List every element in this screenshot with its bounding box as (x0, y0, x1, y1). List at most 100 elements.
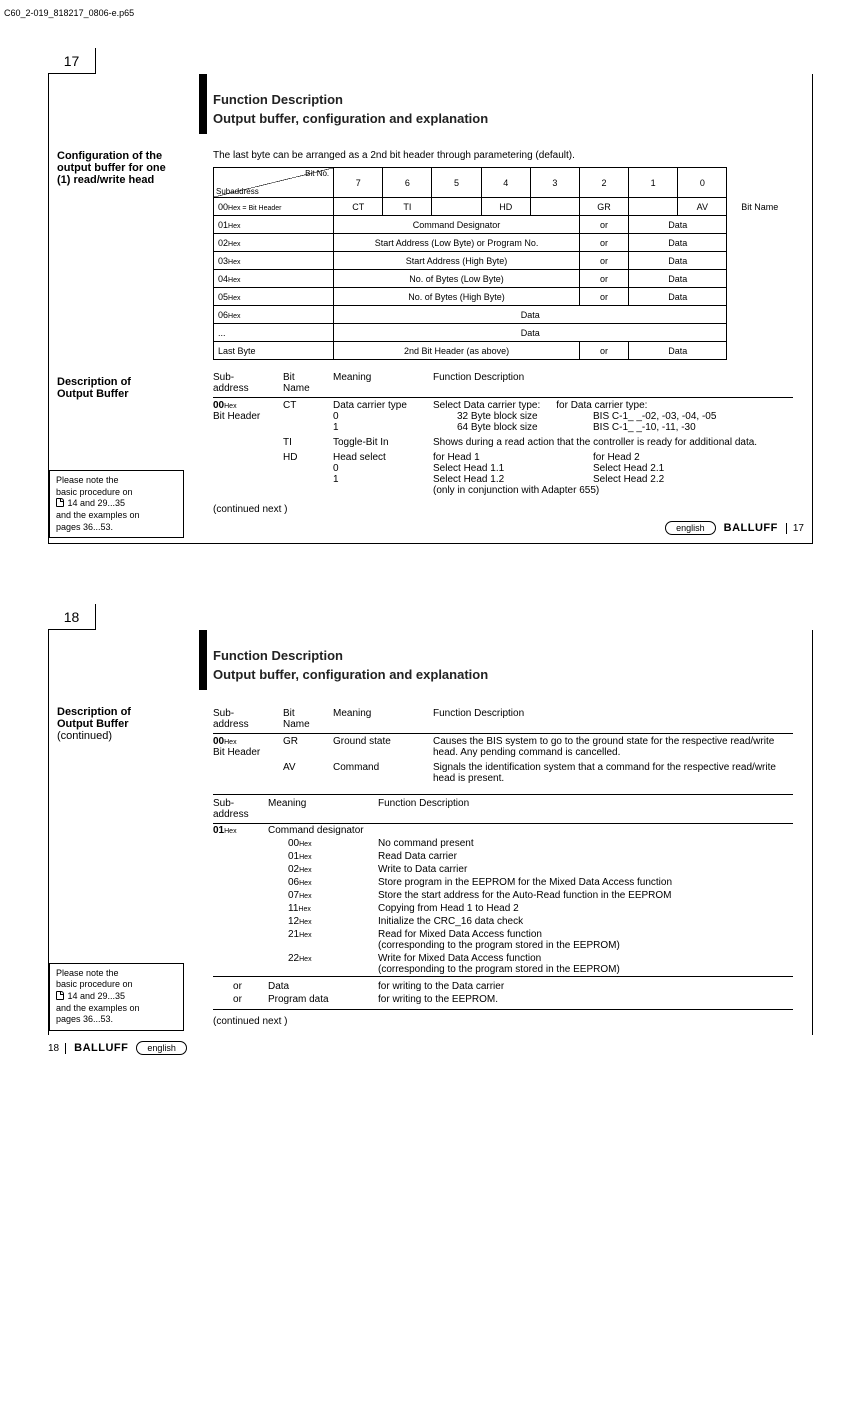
code: 12 (288, 916, 299, 927)
note-line: basic procedure on (56, 979, 133, 989)
hex: Hex (228, 277, 240, 284)
data: Data (629, 216, 727, 234)
cmd-22: 22HexWrite for Mixed Data Access functio… (213, 952, 793, 977)
span: No. of Bytes (High Byte) (334, 288, 580, 306)
desc-row-ct: 00HexBit Header CT Data carrier type01 S… (213, 398, 793, 436)
hdr: Sub-address BitName Meaning Function Des… (213, 706, 793, 734)
data: Data (629, 342, 727, 360)
code: 00 (288, 838, 299, 849)
mean: 0 (333, 463, 339, 474)
data: Data (629, 252, 727, 270)
span: Start Address (High Byte) (334, 252, 580, 270)
config-table: Bit No. Subaddress 7 6 5 4 3 2 1 0 00Hex… (213, 167, 793, 360)
txt: Read Data carrier (378, 850, 793, 863)
txt: Write for Mixed Data Access function (378, 953, 541, 964)
bitno-label: Bit No. (305, 169, 329, 178)
section-bar (199, 630, 207, 690)
config-intro: The last byte can be arranged as a 2nd b… (199, 150, 812, 167)
h: address (213, 383, 249, 394)
hex: Hex (228, 313, 240, 320)
cell: GR (579, 198, 628, 216)
addr: Last Byte (214, 342, 334, 360)
txt: Store the start address for the Auto-Rea… (378, 889, 793, 902)
hdr2: Sub-address Meaning Function Description (213, 795, 793, 824)
col-1: 1 (629, 168, 678, 198)
continued-17: (continued next ) (213, 504, 812, 515)
or: or (213, 977, 268, 994)
code: 01 (288, 851, 299, 862)
fd: Select Head 1.2 (433, 474, 593, 485)
cell: TI (383, 198, 432, 216)
note-line: 14 and 29...35 (65, 991, 125, 1001)
hex: Hex (224, 739, 236, 746)
hex: Hex (228, 295, 240, 302)
col-5: 5 (432, 168, 481, 198)
desc-row-ti: TI Toggle-Bit In Shows during a read act… (213, 435, 793, 450)
config-label-3: (1) read/write head (57, 174, 154, 186)
fd: Causes the BIS system to go to the groun… (433, 734, 793, 761)
desc-row-hd: HD Head select01 for Head 1for Head 2 Se… (213, 450, 793, 498)
addr: 00 (213, 736, 224, 747)
desc-label-2: Output Buffer (57, 388, 128, 400)
code: 02 (288, 864, 299, 875)
cmd-06: 06HexStore program in the EEPROM for the… (213, 876, 793, 889)
brand: BALLUFF (74, 1042, 128, 1054)
cfg-row-01: 01Hex Command Designator or Data (214, 216, 793, 234)
lbl: Data (268, 977, 378, 994)
code: 22 (288, 953, 299, 964)
section-title: Function Description (199, 630, 812, 667)
cmd-12: 12HexInitialize the CRC_16 data check (213, 915, 793, 928)
note-line: and the examples on (56, 510, 140, 520)
col-2: 2 (579, 168, 628, 198)
code: 11 (288, 903, 298, 914)
note-line: and the examples on (56, 1003, 140, 1013)
row-gr: 00HexBit Header GR Ground state Causes t… (213, 734, 793, 761)
fd: Select Head 1.1 (433, 463, 593, 474)
hex: Hex (224, 403, 236, 410)
data: Data (629, 270, 727, 288)
or: or (579, 216, 628, 234)
txt: (corresponding to the program stored in … (378, 964, 620, 975)
lang-pill: english (665, 521, 716, 535)
fd: Select Head 2.1 (593, 463, 664, 474)
cell (629, 198, 678, 216)
addr: 04 (218, 274, 228, 284)
h: Function Description (378, 795, 793, 824)
bit: GR (283, 734, 333, 761)
l: (continued) (57, 730, 112, 742)
desc-table-17: Sub-address BitName Meaning Function Des… (213, 370, 793, 498)
txt: for writing to the EEPROM. (378, 993, 793, 1010)
addr: 03 (218, 256, 228, 266)
fd: Select Head 2.2 (593, 474, 664, 485)
code: 06 (288, 877, 299, 888)
desc-label-18: Description of Output Buffer (continued) (49, 706, 189, 742)
txt: for writing to the Data carrier (378, 977, 793, 994)
doc-header: C60_2-019_818217_0806-e.p65 (0, 0, 861, 48)
span: No. of Bytes (Low Byte) (334, 270, 580, 288)
txt: Write to Data carrier (378, 863, 793, 876)
h: Sub- (213, 708, 234, 719)
cfg-row-dots: ... Data (214, 324, 793, 342)
cell: AV (678, 198, 727, 216)
cmd-title: Command designator (268, 824, 793, 838)
addr: 01 (218, 220, 228, 230)
row-av: AV Command Signals the identification sy… (213, 760, 793, 786)
bit: CT (283, 398, 333, 436)
fd: for Head 2 (593, 452, 640, 463)
cfg-row-06: 06Hex Data (214, 306, 793, 324)
fd: 32 Byte block size (457, 411, 577, 422)
cmd-00: 00HexNo command present (213, 837, 793, 850)
h: Meaning (333, 370, 433, 398)
desc-table-18a: Sub-address BitName Meaning Function Des… (213, 706, 793, 786)
span: Data (334, 324, 727, 342)
addr: 01 (213, 825, 224, 836)
addr2: Bit Header (213, 747, 260, 758)
h: Meaning (333, 706, 433, 734)
h: Bit (283, 372, 295, 383)
fd: BIS C-1_ _-10, -11, -30 (593, 422, 696, 433)
col-6: 6 (383, 168, 432, 198)
cell: CT (334, 198, 383, 216)
h: Sub- (213, 798, 234, 809)
addr: ... (214, 324, 334, 342)
h: address (213, 809, 249, 820)
